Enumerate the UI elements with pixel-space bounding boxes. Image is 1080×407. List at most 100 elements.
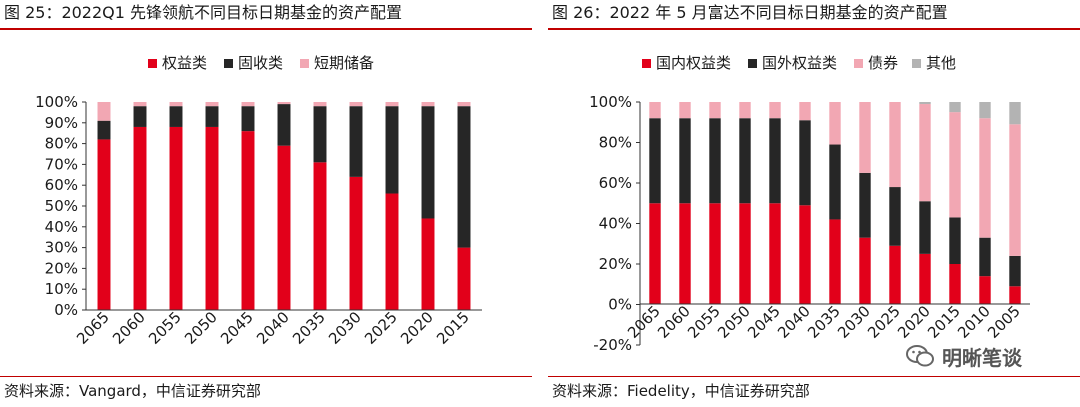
- legend-swatch-0: [642, 59, 651, 68]
- x-tick-label: 2015: [924, 302, 964, 342]
- bar-segment-2065-1: [97, 120, 111, 140]
- y-tick-label: -20%: [593, 336, 632, 354]
- bar-segment-2020-0: [919, 253, 931, 305]
- x-tick-label: 2045: [217, 308, 257, 348]
- bar-segment-2005-1: [1009, 255, 1021, 287]
- bar-segment-2020-2: [421, 102, 435, 107]
- bar-segment-2020-1: [421, 106, 435, 219]
- bar-segment-2045-2: [241, 102, 255, 107]
- bar-segment-2065-2: [97, 102, 111, 121]
- x-tick-label: 2030: [325, 308, 365, 348]
- bar-segment-2065-0: [97, 139, 111, 310]
- y-tick-label: 50%: [45, 197, 78, 215]
- bar-segment-2020-2: [919, 104, 931, 202]
- figure-26-source-rule: [548, 376, 1080, 377]
- y-tick-label: 100%: [589, 93, 632, 111]
- x-tick-label: 2005: [984, 302, 1024, 342]
- watermark: 明晰笔谈: [906, 340, 1056, 372]
- legend-label-3: 其他: [926, 54, 956, 72]
- legend-label-2: 短期储备: [314, 54, 374, 72]
- bar-segment-2035-0: [829, 219, 841, 305]
- bar-segment-2040-2: [799, 102, 811, 121]
- bar-segment-2015-0: [457, 247, 471, 310]
- bar-segment-2045-1: [769, 118, 781, 204]
- bar-segment-2060-2: [679, 102, 691, 119]
- bar-segment-2040-1: [799, 120, 811, 206]
- legend-label-0: 国内权益类: [656, 54, 731, 72]
- bar-segment-2035-0: [313, 162, 327, 310]
- bar-segment-2045-0: [241, 131, 255, 310]
- bar-segment-2025-2: [385, 102, 399, 107]
- x-tick-label: 2050: [181, 308, 221, 348]
- bar-segment-2060-2: [133, 102, 147, 107]
- x-tick-label: 2020: [894, 302, 934, 342]
- bar-segment-2055-2: [169, 102, 183, 107]
- bar-segment-2025-1: [889, 187, 901, 246]
- y-tick-label: 0%: [608, 296, 632, 314]
- figure-26-title: 图 26：2022 年 5 月富达不同目标日期基金的资产配置: [552, 3, 948, 22]
- bar-segment-2060-0: [679, 203, 691, 305]
- figure-25-chart: 权益类 固收类 短期储备 0% 10% 20% 30% 40% 50% 60% 70% 80% 90% 1…: [35, 54, 482, 348]
- x-tick-label: 2045: [744, 302, 784, 342]
- y-tick-label: 80%: [599, 134, 632, 152]
- bar-segment-2045-0: [769, 203, 781, 305]
- x-tick-label: 2055: [145, 308, 185, 348]
- bar-segment-2065-1: [649, 118, 661, 204]
- legend-label-2: 债券: [868, 54, 898, 72]
- bar-segment-2015-1: [949, 217, 961, 264]
- figure-26-title-rule: [548, 28, 1080, 30]
- x-tick-label: 2060: [654, 302, 694, 342]
- bar-segment-2040-2: [277, 102, 291, 105]
- bar-segment-2035-1: [313, 106, 327, 163]
- x-tick-label: 2025: [864, 302, 904, 342]
- y-tick-label: 40%: [599, 215, 632, 233]
- bar-segment-2035-2: [829, 102, 841, 145]
- legend-label-1: 固收类: [238, 54, 283, 72]
- y-tick-label: 0%: [54, 301, 78, 319]
- y-tick-label: 90%: [45, 114, 78, 132]
- x-tick-label: 2025: [361, 308, 401, 348]
- bar-segment-2030-1: [349, 106, 363, 177]
- bar-segment-2025-1: [385, 106, 399, 194]
- legend-swatch-2: [854, 59, 863, 68]
- bar-segment-2045-1: [241, 106, 255, 132]
- bar-segment-2060-0: [133, 126, 147, 311]
- x-tick-label: 2060: [109, 308, 149, 348]
- bar-segment-2015-0: [949, 264, 961, 305]
- bar-segment-2055-1: [709, 118, 721, 204]
- bar-segment-2005-3: [1009, 102, 1021, 125]
- y-tick-label: 10%: [45, 280, 78, 298]
- y-tick-label: 40%: [45, 218, 78, 236]
- bar-segment-2010-1: [979, 237, 991, 277]
- bar-segment-2055-1: [169, 106, 183, 127]
- figure-26-source: 资料来源：Fiedelity，中信证券研究部: [552, 382, 810, 400]
- bar-segment-2050-2: [739, 102, 751, 119]
- bar-segment-2065-2: [649, 102, 661, 119]
- bar-segment-2010-2: [979, 118, 991, 238]
- wechat-icon: [906, 344, 934, 368]
- bar-segment-2010-3: [979, 102, 991, 119]
- figure-25-panel: 图 25：2022Q1 先锋领航不同目标日期基金的资产配置 权益类 固收类 短期储备…: [0, 0, 532, 407]
- x-tick-label: 2020: [397, 308, 437, 348]
- bar-segment-2015-3: [949, 102, 961, 113]
- bar-segment-2015-1: [457, 106, 471, 248]
- bar-segment-2025-2: [889, 102, 901, 188]
- bar-segment-2015-2: [949, 112, 961, 218]
- bar-segment-2050-0: [739, 203, 751, 305]
- figure-25-source: 资料来源：Vangard，中信证券研究部: [4, 382, 261, 400]
- bar-segment-2030-2: [859, 102, 871, 173]
- bar-segment-2010-0: [979, 276, 991, 305]
- figure-26-panel: 图 26：2022 年 5 月富达不同目标日期基金的资产配置 国内权益类 国外权益…: [548, 0, 1080, 407]
- bar-segment-2040-0: [277, 145, 291, 310]
- legend-swatch-3: [912, 59, 921, 68]
- bar-segment-2040-1: [277, 104, 291, 146]
- watermark-text: 明晰笔谈: [942, 345, 1022, 370]
- x-tick-label: 2015: [433, 308, 473, 348]
- bar-segment-2050-1: [739, 118, 751, 204]
- legend-swatch-0: [148, 59, 157, 68]
- bar-segment-2050-0: [205, 126, 219, 311]
- bar-segment-2055-0: [709, 203, 721, 305]
- bar-segment-2025-0: [385, 193, 399, 310]
- bar-segment-2030-0: [349, 176, 363, 310]
- bar-segment-2055-2: [709, 102, 721, 119]
